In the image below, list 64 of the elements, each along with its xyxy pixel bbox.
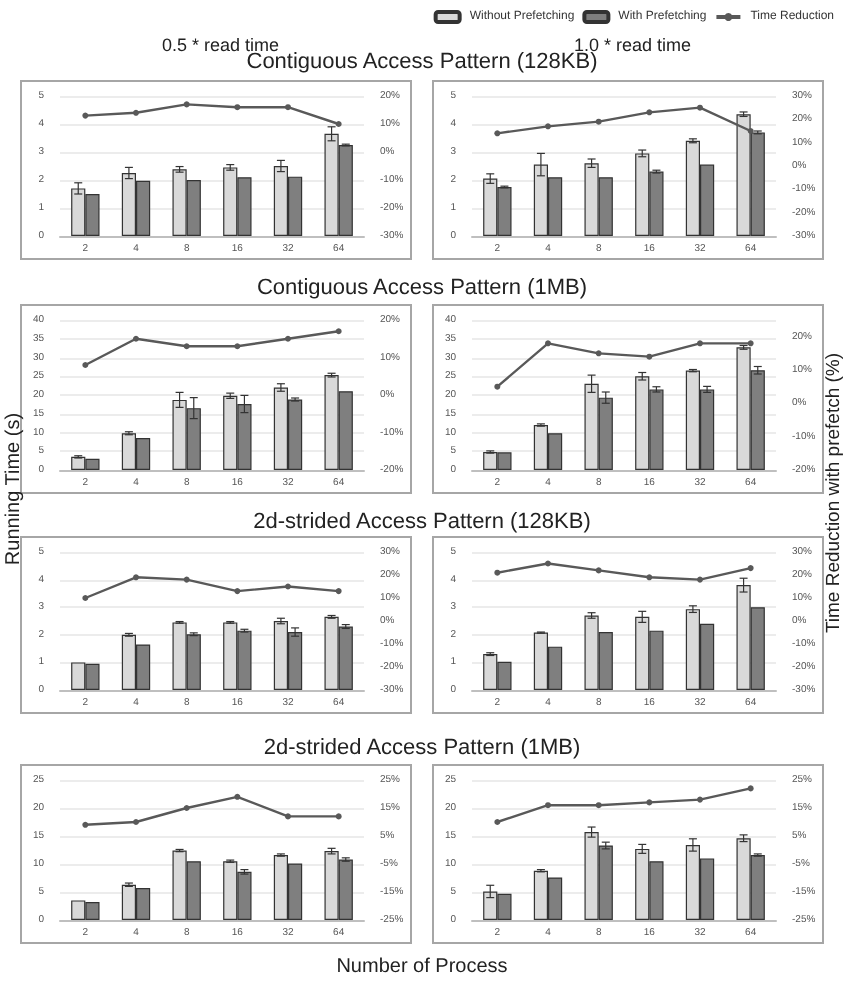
point (285, 583, 291, 590)
point (697, 796, 703, 803)
point (494, 383, 501, 390)
line-series (494, 104, 754, 137)
y2-axis-title: Time Reduction with prefetch (%) (823, 350, 845, 638)
point (595, 118, 602, 125)
point (545, 123, 551, 130)
point (133, 109, 139, 116)
point (82, 821, 89, 828)
point (747, 565, 754, 572)
point (285, 104, 291, 111)
point (234, 588, 241, 595)
line-series (82, 328, 342, 368)
point (234, 343, 241, 350)
point (234, 104, 241, 111)
point (697, 104, 703, 111)
line-series (494, 340, 754, 390)
point (494, 130, 501, 137)
line-series (82, 793, 342, 828)
text: Contiguous Access Pattern (128KB) (246, 50, 598, 74)
x-axis-title: Number of Process (334, 956, 510, 978)
point (183, 101, 190, 108)
text: 2d-strided Access Pattern (1MB) (261, 736, 583, 760)
point (82, 112, 89, 119)
point (545, 340, 551, 347)
point (183, 343, 190, 350)
y-axis-title: Running Time (s) (3, 410, 25, 570)
point (234, 793, 241, 800)
point (545, 802, 551, 809)
point (494, 569, 501, 576)
text: 2d-strided Access Pattern (128KB) (253, 510, 591, 534)
point (646, 109, 653, 116)
point (335, 121, 342, 127)
text: Contiguous Access Pattern (1MB) (254, 276, 590, 300)
point (646, 574, 653, 581)
point (646, 799, 653, 806)
point (335, 588, 342, 595)
point (133, 335, 139, 342)
point (285, 335, 291, 342)
point (183, 576, 190, 583)
point (697, 576, 703, 583)
point (133, 574, 139, 581)
point (747, 128, 754, 134)
point (595, 350, 602, 357)
point (545, 560, 551, 567)
point (747, 340, 754, 347)
line-series (494, 785, 754, 825)
chart-subtitle: 0.5 * read time (162, 35, 280, 55)
point (82, 595, 89, 601)
line-series (82, 101, 342, 127)
point (595, 802, 602, 809)
line-series (494, 560, 754, 583)
point (494, 819, 501, 825)
point (183, 805, 190, 811)
point (697, 340, 703, 347)
point (82, 362, 89, 368)
point (595, 567, 602, 574)
point (335, 813, 342, 820)
point (747, 785, 754, 792)
chart-subtitle: 1.0 * read time (574, 35, 692, 55)
point (646, 353, 653, 360)
point (285, 813, 291, 820)
point (335, 328, 342, 335)
line-series (82, 574, 342, 601)
